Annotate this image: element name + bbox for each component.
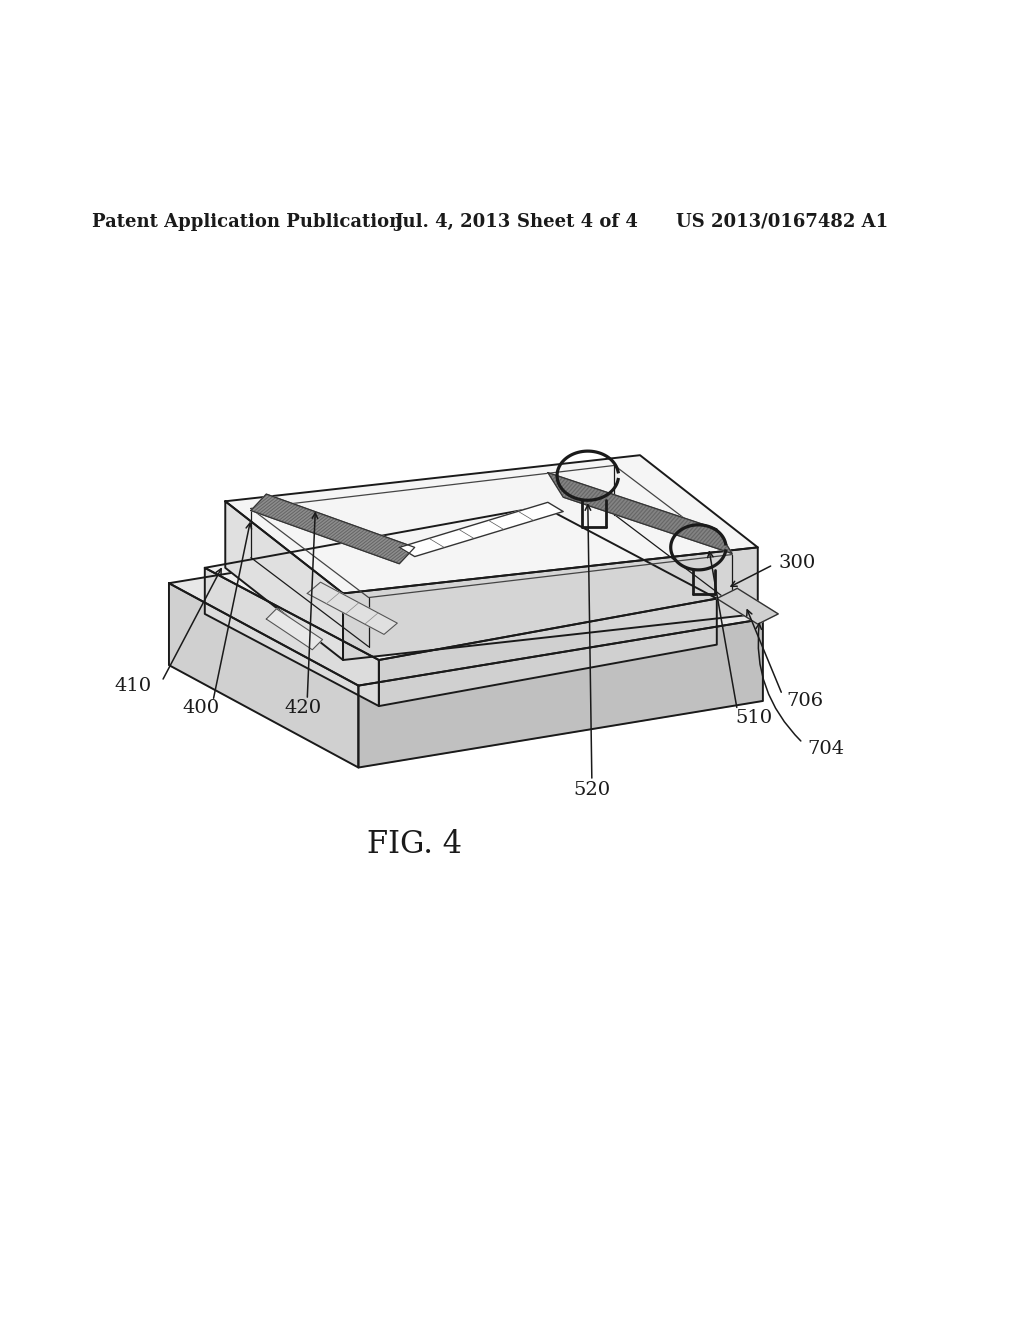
Text: 520: 520 [573,781,610,799]
Text: 420: 420 [285,700,322,717]
Polygon shape [251,494,415,564]
Polygon shape [717,589,778,624]
Polygon shape [225,502,343,660]
Text: Sheet 4 of 4: Sheet 4 of 4 [517,213,638,231]
Polygon shape [307,582,397,635]
Text: 300: 300 [778,553,815,572]
Text: 704: 704 [807,741,844,758]
Polygon shape [343,548,758,660]
Polygon shape [169,516,763,685]
Polygon shape [379,598,717,706]
Text: FIG. 4: FIG. 4 [368,829,462,859]
Text: Jul. 4, 2013: Jul. 4, 2013 [394,213,511,231]
Polygon shape [266,609,323,649]
Polygon shape [548,473,732,553]
Polygon shape [225,455,758,594]
Polygon shape [169,583,358,767]
Text: Patent Application Publication: Patent Application Publication [92,213,402,231]
Polygon shape [358,619,763,767]
Text: 510: 510 [735,709,772,727]
Polygon shape [205,568,379,706]
Text: US 2013/0167482 A1: US 2013/0167482 A1 [676,213,888,231]
Polygon shape [399,503,563,557]
Text: 410: 410 [115,677,152,694]
Polygon shape [205,507,717,660]
Text: 400: 400 [182,700,219,717]
Text: 706: 706 [786,692,823,710]
